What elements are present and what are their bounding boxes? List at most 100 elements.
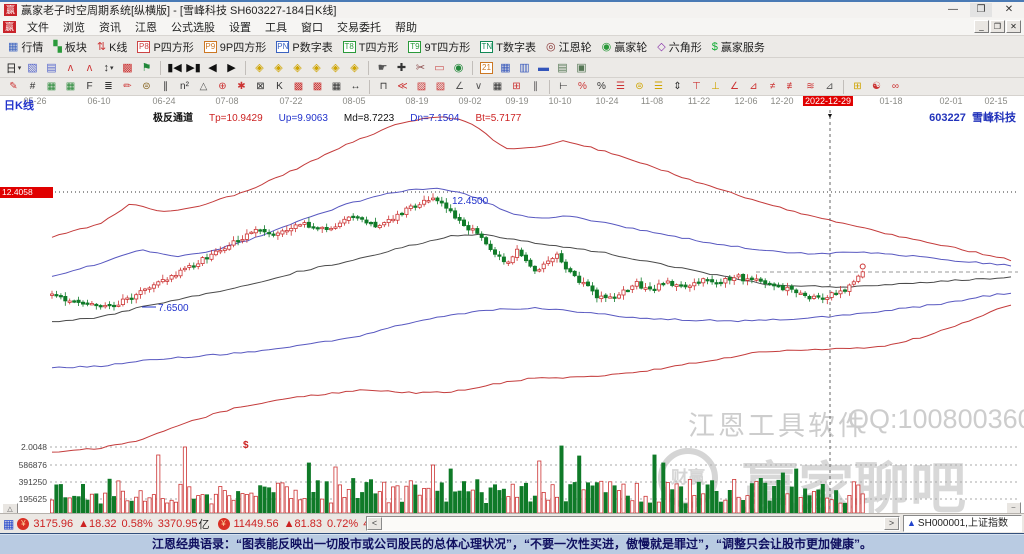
gann-grid2-icon[interactable]: ▦ — [62, 80, 79, 94]
scroll-right-button[interactable]: > — [884, 517, 899, 530]
parallel-lines-icon[interactable]: ∥ — [527, 80, 544, 94]
horizontal-scrollbar[interactable]: < > — [366, 516, 900, 531]
maximize-button[interactable]: ❐ — [970, 3, 992, 17]
grid-yellow-icon[interactable]: ⊞ — [849, 80, 866, 94]
percent-lines-icon[interactable]: ☰ — [612, 80, 629, 94]
cut-tool-icon[interactable]: ✂ — [412, 60, 429, 76]
wave-lines-icon[interactable]: ≋ — [802, 80, 819, 94]
fibonacci-icon[interactable]: F — [81, 80, 98, 94]
overlay-chart-icon[interactable]: ▩ — [119, 60, 136, 76]
period-day-selector[interactable]: 日 ▾ — [5, 60, 22, 76]
delta-lines-icon[interactable]: ⊿ — [821, 80, 838, 94]
target-icon[interactable]: ⊕ — [214, 80, 231, 94]
diamond-tool-5[interactable]: ◈ — [327, 60, 344, 76]
calculator-icon[interactable]: ▦ — [497, 60, 514, 76]
price-chart-canvas[interactable]: ▼ 12.4500 7.6500 $ — [0, 96, 1024, 513]
market-grid-icon[interactable]: ▦ — [3, 516, 15, 531]
collapse-panel-button[interactable]: △ — [2, 503, 18, 513]
gann-grid-icon[interactable]: ▦ — [43, 80, 60, 94]
speed-lines2-icon[interactable]: ≢ — [783, 80, 800, 94]
kline-button[interactable]: ⇅ K线 — [93, 38, 132, 56]
red-grid-icon[interactable]: ▩ — [290, 80, 307, 94]
child-close-button[interactable]: ✕ — [1006, 20, 1021, 33]
updown-pen-icon[interactable]: ⇕ — [669, 80, 686, 94]
menu-item-0[interactable]: 文件 — [27, 21, 49, 34]
first-bar-button[interactable]: ▮◀ — [166, 60, 183, 76]
menu-item-6[interactable]: 工具 — [265, 21, 287, 34]
t-table-button[interactable]: TN T数字表 — [476, 38, 540, 56]
t9-square-button[interactable]: T9 9T四方形 — [404, 38, 474, 56]
boxed-x-icon[interactable]: ⊠ — [252, 80, 269, 94]
j-angle-icon[interactable]: ∠ — [726, 80, 743, 94]
menu-item-5[interactable]: 设置 — [229, 21, 251, 34]
minimize-button[interactable]: — — [948, 4, 958, 15]
child-restore-button[interactable]: ❐ — [990, 20, 1005, 33]
ruler-icon[interactable]: ∥ — [157, 80, 174, 94]
infinity-icon[interactable]: ∞ — [887, 80, 904, 94]
splitter-button[interactable]: – — [1006, 502, 1021, 513]
red-grid2-icon[interactable]: ▩ — [309, 80, 326, 94]
shade-box-icon[interactable]: ▧ — [432, 80, 449, 94]
star-icon[interactable]: ✱ — [233, 80, 250, 94]
cycle-icon[interactable]: ⊜ — [138, 80, 155, 94]
winner-service-button[interactable]: $ 赢家服务 — [708, 38, 769, 56]
save-icon[interactable]: ▬ — [535, 60, 552, 76]
candle-width-selector[interactable]: ↕ ▾ — [100, 60, 117, 76]
marker-pen-icon[interactable]: ✏ — [119, 80, 136, 94]
menu-item-2[interactable]: 资讯 — [99, 21, 121, 34]
t-square-button[interactable]: T8 T四方形 — [339, 38, 403, 56]
lines-icon[interactable]: ≣ — [100, 80, 117, 94]
speed-lines-icon[interactable]: ≠ — [764, 80, 781, 94]
table-grid-icon[interactable]: ▦ — [328, 80, 345, 94]
flag-icon[interactable]: ⚑ — [138, 60, 155, 76]
coin-lines-icon[interactable]: ⊜ — [631, 80, 648, 94]
hexagon-button[interactable]: ◇ 六角形 — [653, 38, 705, 56]
diamond-tool-6[interactable]: ◈ — [346, 60, 363, 76]
menu-item-4[interactable]: 公式选股 — [171, 21, 215, 34]
trend-line2-icon[interactable]: ʌ — [81, 60, 98, 76]
p9-square-button[interactable]: P9 9P四方形 — [200, 38, 270, 56]
menu-item-3[interactable]: 江恩 — [135, 21, 157, 34]
sectors-button[interactable]: ▚ 板块 — [49, 38, 90, 56]
web-icon[interactable]: ▨ — [413, 80, 430, 94]
diamond-tool-4[interactable]: ◈ — [308, 60, 325, 76]
percent-icon[interactable]: % — [593, 80, 610, 94]
box-bottom-icon[interactable]: ⊥ — [707, 80, 724, 94]
fan-lines-icon[interactable]: ≪ — [394, 80, 411, 94]
print-icon[interactable]: ▤ — [554, 60, 571, 76]
width-adjust-icon[interactable]: ↔ — [347, 80, 364, 94]
percent-red-icon[interactable]: % — [574, 80, 591, 94]
box-top-icon[interactable]: ⊤ — [688, 80, 705, 94]
quotes-button[interactable]: ▦ 行情 — [4, 38, 47, 56]
current-symbol-box[interactable]: ▲ SH000001,上证指数 — [903, 515, 1022, 532]
crosshair-tool-icon[interactable]: ✚ — [393, 60, 410, 76]
hand-tool-icon[interactable]: ☛ — [374, 60, 391, 76]
p-table-button[interactable]: PN P数字表 — [272, 38, 336, 56]
grid-fine-icon[interactable]: ▦ — [489, 80, 506, 94]
menu-item-7[interactable]: 窗口 — [301, 21, 323, 34]
menu-item-8[interactable]: 交易委托 — [337, 21, 381, 34]
tag-tool-icon[interactable]: ▭ — [431, 60, 448, 76]
f-angle-icon[interactable]: ⊿ — [745, 80, 762, 94]
close-button[interactable]: ✕ — [1004, 4, 1014, 15]
angle-tool-icon[interactable]: △ — [195, 80, 212, 94]
winner-wheel-button[interactable]: ◉ 赢家轮 — [598, 38, 652, 56]
rect-select-icon[interactable]: ⊓ — [375, 80, 392, 94]
angle-pen-icon[interactable]: ∠ — [451, 80, 468, 94]
zigzag-icon[interactable]: ∨ — [470, 80, 487, 94]
prev-bar-button[interactable]: ◀ — [204, 60, 221, 76]
pen-icon[interactable]: ✎ — [5, 80, 22, 94]
menu-item-1[interactable]: 浏览 — [63, 21, 85, 34]
wheel-small-icon[interactable]: ◉ — [450, 60, 467, 76]
hatch-icon[interactable]: # — [24, 80, 41, 94]
ke-lines-icon[interactable]: ⊢ — [555, 80, 572, 94]
quote-list-icon[interactable]: ▤ — [43, 60, 60, 76]
diamond-tool-1[interactable]: ◈ — [251, 60, 268, 76]
calendar-icon[interactable]: 21 — [478, 60, 495, 76]
notebook-icon[interactable]: ▥ — [516, 60, 533, 76]
gann-wheel-button[interactable]: ◎ 江恩轮 — [542, 38, 596, 56]
yinyang-icon[interactable]: ☯ — [868, 80, 885, 94]
child-minimize-button[interactable]: _ — [974, 20, 989, 33]
grid-box-icon[interactable]: ⊞ — [508, 80, 525, 94]
trend-line-icon[interactable]: ʌ — [62, 60, 79, 76]
